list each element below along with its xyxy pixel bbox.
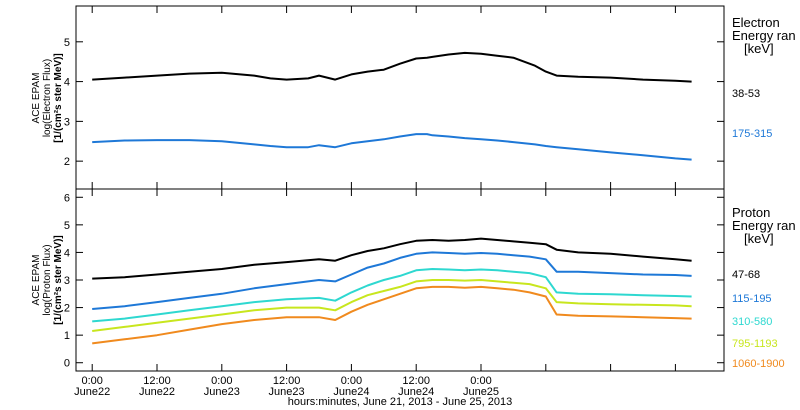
y-tick-label: 1 xyxy=(64,330,70,342)
proton-panel-frame xyxy=(75,188,725,372)
x-tick-label-time: 12:00 xyxy=(273,375,301,387)
y-tick-label: 4 xyxy=(64,77,70,89)
electron-ylabel-line2: log(Electron Flux) xyxy=(42,59,53,137)
series-proton-115-195 xyxy=(92,251,692,310)
proton-legend-unit: [keV] xyxy=(744,231,774,246)
y-tick-label: 0 xyxy=(64,358,70,370)
y-tick-label: 6 xyxy=(64,192,70,204)
series-proton-795-1193 xyxy=(92,279,692,332)
y-tick-label: 3 xyxy=(64,116,70,128)
x-tick-label-time: 12:00 xyxy=(143,375,171,387)
x-tick-label-time: 0:00 xyxy=(81,375,102,387)
electron-legend-38-53: 38-53 xyxy=(732,88,760,100)
x-tick-label-date: June23 xyxy=(204,386,240,398)
proton-legend-title: Proton xyxy=(732,205,770,220)
y-tick-label: 5 xyxy=(64,220,70,232)
x-tick-label-date: June25 xyxy=(463,386,499,398)
proton-legend-795-1193: 795-1193 xyxy=(732,338,778,350)
proton-ylabel-line3: [1/(cm²s ster MeV)] xyxy=(53,235,64,324)
series-electron-175-315 xyxy=(92,133,692,161)
proton-ylabel-line1: ACE EPAM xyxy=(31,255,42,306)
x-tick-label-time: 0:00 xyxy=(470,375,491,387)
y-tick-label: 4 xyxy=(64,247,70,259)
x-tick-label-time: 0:00 xyxy=(341,375,362,387)
electron-legend-energy: Energy ran xyxy=(732,28,796,43)
proton-legend-1060-1900: 1060-1900 xyxy=(732,358,785,370)
y-tick-label: 3 xyxy=(64,275,70,287)
electron-ylabel-line3: [1/(cm²s ster MeV)] xyxy=(53,53,64,142)
y-tick-label: 2 xyxy=(64,303,70,315)
series-proton-47-68 xyxy=(92,237,692,280)
electron-ylabel-line1: ACE EPAM xyxy=(31,73,42,124)
x-tick-label-date: June24 xyxy=(333,386,369,398)
series-electron-38-53 xyxy=(92,51,692,83)
x-tick-label-time: 12:00 xyxy=(402,375,430,387)
electron-legend-title: Electron xyxy=(732,15,780,30)
proton-legend-47-68: 47-68 xyxy=(732,269,760,281)
proton-legend-115-195: 115-195 xyxy=(732,293,772,305)
y-tick-label: 5 xyxy=(64,37,70,49)
electron-legend-unit: [keV] xyxy=(744,41,774,56)
data-marks xyxy=(92,51,692,345)
y-tick-label: 2 xyxy=(64,156,70,168)
proton-legend-energy: Energy ran xyxy=(732,218,796,233)
x-tick-label-time: 0:00 xyxy=(211,375,232,387)
proton-ylabel-line2: log(Proton Flux) xyxy=(42,244,53,315)
proton-legend-310-580: 310-580 xyxy=(732,316,772,328)
series-proton-310-580 xyxy=(92,268,692,323)
axis-ticks: 234501234560:00June2212:00June220:00June… xyxy=(64,6,724,398)
x-tick-label-date: June22 xyxy=(74,386,110,398)
x-tick-label-date: June22 xyxy=(139,386,175,398)
electron-panel-frame xyxy=(75,5,725,190)
electron-legend-175-315: 175-315 xyxy=(732,128,772,140)
x-axis-title: hours:minutes, June 21, 2013 - June 25, … xyxy=(288,396,512,408)
x-tick-label-date: June23 xyxy=(269,386,305,398)
series-proton-1060-1900 xyxy=(92,285,692,345)
x-tick-label-date: June24 xyxy=(398,386,434,398)
